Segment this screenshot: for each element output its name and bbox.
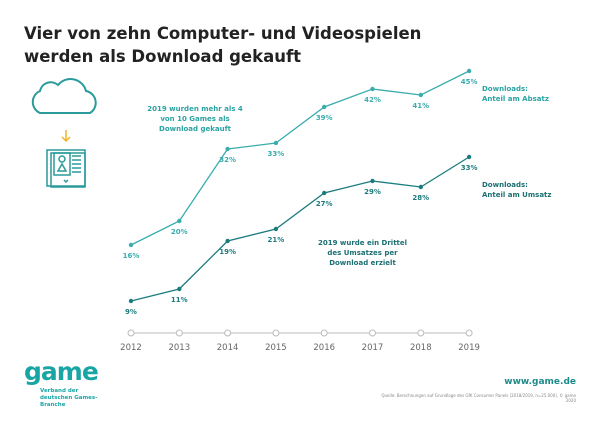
x-tick	[224, 329, 232, 337]
x-tick-label-2015: 2015	[265, 343, 287, 353]
x-tick	[465, 329, 473, 337]
cloud-icon	[31, 78, 97, 114]
x-tick-label-2016: 2016	[313, 343, 335, 353]
data-label-umsatz: 21%	[268, 236, 285, 244]
data-point-absatz	[370, 86, 375, 92]
legend-umsatz: Downloads: Anteil am Umsatz	[482, 180, 551, 200]
website-link[interactable]: www.game.de	[504, 377, 576, 387]
x-tick	[320, 329, 328, 337]
data-label-absatz: 42%	[364, 96, 381, 104]
legend-umsatz-line2: Anteil am Umsatz	[482, 191, 552, 199]
data-point-absatz	[177, 218, 182, 224]
data-point-umsatz	[466, 154, 472, 160]
annotation-umsatz: 2019 wurde ein Drittel des Umsatzes per …	[317, 239, 408, 267]
legend-absatz: Downloads: Anteil am Absatz	[482, 84, 549, 104]
data-label-absatz: 32%	[219, 156, 236, 164]
data-point-umsatz	[370, 178, 375, 184]
data-label-absatz: 45%	[461, 78, 478, 86]
data-label-umsatz: 28%	[412, 194, 429, 202]
legend-absatz-line2: Anteil am Absatz	[482, 95, 549, 103]
data-label-umsatz: 27%	[316, 200, 333, 208]
x-tick	[175, 329, 183, 337]
data-label-absatz: 20%	[171, 228, 188, 236]
legend-umsatz-line1: Downloads:	[482, 181, 528, 189]
x-tick-label-2017: 2017	[362, 343, 384, 353]
data-point-umsatz	[322, 190, 327, 196]
data-label-umsatz: 19%	[219, 248, 236, 256]
data-point-umsatz	[418, 184, 423, 190]
data-point-umsatz	[225, 238, 230, 244]
game-logo: game	[24, 357, 99, 386]
x-tick	[417, 329, 425, 337]
data-label-umsatz: 11%	[171, 296, 188, 304]
data-point-umsatz	[273, 226, 279, 232]
x-tick-label-2014: 2014	[217, 343, 239, 353]
data-label-absatz: 39%	[316, 114, 333, 122]
data-point-umsatz	[128, 298, 134, 304]
logo-subtitle: Verband der deutschen Games-Branche	[40, 388, 98, 408]
x-tick-label-2012: 2012	[120, 343, 142, 353]
data-label-absatz: 16%	[123, 252, 140, 260]
source-note: Quelle: Berechnungen auf Grundlage des G…	[381, 393, 576, 403]
x-tick-label-2018: 2018	[410, 343, 432, 353]
legend-absatz-line1: Downloads:	[482, 85, 528, 93]
data-point-umsatz	[177, 286, 182, 292]
annotation-absatz: 2019 wurden mehr als 4 von 10 Games als …	[147, 105, 243, 133]
chart-title: Vier von zehn Computer- und Videospielen…	[24, 24, 422, 66]
data-label-absatz: 41%	[412, 102, 429, 110]
x-tick-label-2013: 2013	[168, 343, 190, 353]
data-point-absatz	[128, 242, 134, 248]
data-point-absatz	[225, 146, 230, 152]
x-tick	[127, 329, 135, 337]
data-label-absatz: 33%	[268, 150, 285, 158]
data-label-umsatz: 33%	[461, 164, 478, 172]
series-line-umsatz	[130, 156, 470, 302]
data-label-umsatz: 29%	[364, 188, 381, 196]
series-line-absatz	[130, 70, 470, 246]
data-label-umsatz: 9%	[125, 308, 137, 316]
x-tick	[369, 329, 376, 337]
download-arrow-icon	[61, 130, 71, 143]
x-tick	[272, 329, 280, 337]
x-tick-label-2019: 2019	[458, 343, 480, 353]
data-point-absatz	[273, 140, 279, 146]
data-point-absatz	[466, 68, 472, 74]
data-point-absatz	[322, 104, 327, 110]
game-box-icon	[46, 149, 86, 188]
data-point-absatz	[418, 92, 423, 98]
